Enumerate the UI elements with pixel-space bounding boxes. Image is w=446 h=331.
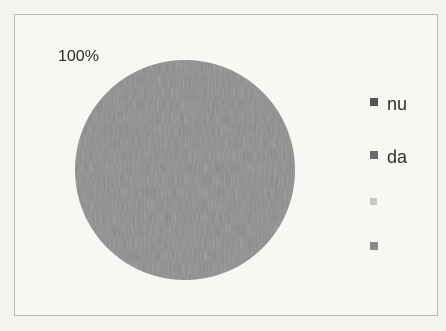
- legend-swatch-nu: [370, 98, 378, 106]
- legend-swatch-4: [370, 242, 378, 250]
- legend-label-nu: nu: [387, 94, 407, 114]
- legend: nu da: [370, 94, 408, 250]
- pie-slice-nu: [75, 60, 295, 280]
- legend-item-4: [370, 242, 378, 250]
- legend-item-3: [370, 198, 377, 205]
- legend-swatch-da: [370, 151, 378, 159]
- data-label-nu: 100%: [58, 48, 99, 65]
- pie-slices: [75, 60, 295, 280]
- legend-label-da: da: [387, 147, 408, 167]
- legend-item-nu: nu: [370, 94, 407, 114]
- legend-item-da: da: [370, 147, 408, 167]
- legend-swatch-3: [370, 198, 377, 205]
